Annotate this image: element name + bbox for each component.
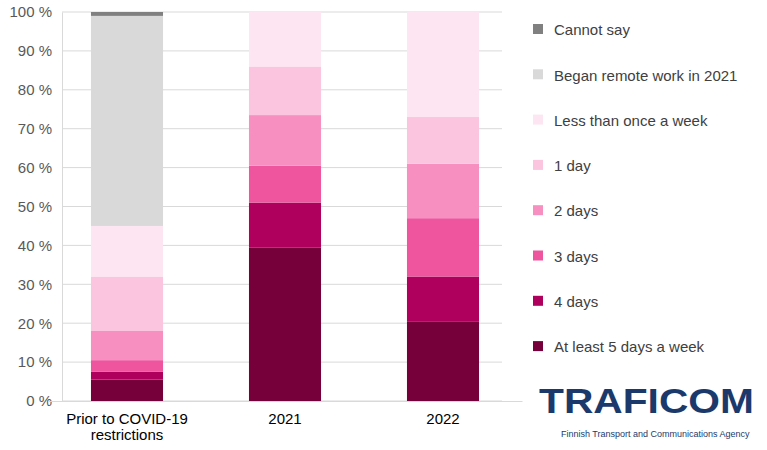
y-tick: 0 % (26, 392, 62, 409)
x-tick-label: 2021 (268, 410, 301, 427)
bar (407, 12, 479, 13)
bar (91, 277, 163, 331)
bar (407, 321, 479, 401)
legend-label: Began remote work in 2021 (554, 67, 737, 84)
legend-swatch (533, 160, 543, 170)
y-tick-label: 10 % (18, 353, 52, 370)
legend-label: 3 days (554, 248, 598, 265)
bar (91, 226, 163, 277)
bar (407, 218, 479, 276)
series (91, 203, 479, 380)
x-tick-label: 2022 (426, 410, 459, 427)
bar (91, 16, 163, 226)
bar (249, 66, 321, 115)
y-tick-label: 70 % (18, 120, 52, 137)
bar (407, 277, 479, 322)
bar (91, 360, 163, 372)
y-tick: 70 % (18, 120, 62, 137)
bars (91, 12, 479, 401)
legend-swatch (533, 341, 543, 351)
bar (91, 331, 163, 360)
legend-swatch (533, 205, 543, 215)
bar (249, 166, 321, 203)
legend-swatch (533, 251, 543, 261)
legend-label: Cannot say (554, 21, 630, 38)
bar (249, 12, 321, 66)
bar (249, 203, 321, 248)
bar (249, 247, 321, 401)
y-tick-label: 0 % (26, 392, 52, 409)
y-tick: 20 % (18, 315, 62, 332)
x-axis-line (49, 401, 523, 402)
logo: TRAFICOM Finnish Transport and Communicat… (539, 381, 754, 439)
legend-item: At least 5 days a week (533, 338, 705, 355)
x-tick: 2022 (426, 401, 459, 427)
legend-item: Less than once a week (533, 112, 708, 129)
logo-title: TRAFICOM (539, 381, 754, 420)
bar (407, 12, 479, 117)
y-tick-label: 20 % (18, 315, 52, 332)
y-axis: 0 % 10 % 20 % 30 % 40 % 50 % 60 % 70 % 80 % 90 % 1… (9, 3, 62, 409)
chart: 0 % 10 % 20 % 30 % 40 % 50 % 60 % 70 % 80 % 90 % 1… (0, 0, 767, 450)
series (91, 12, 479, 277)
legend-label: At least 5 days a week (554, 338, 705, 355)
bar (91, 380, 163, 401)
legend-item: 4 days (533, 293, 598, 310)
x-tick: 2021 (268, 401, 301, 427)
y-tick-label: 30 % (18, 276, 52, 293)
grid (62, 12, 502, 401)
legend-item: Began remote work in 2021 (533, 67, 737, 84)
y-tick: 50 % (18, 198, 62, 215)
y-tick: 100 % (9, 3, 62, 20)
series (91, 12, 163, 16)
legend: Cannot say Began remote work in 2021 Less … (533, 21, 737, 355)
legend-swatch (533, 296, 543, 306)
y-tick-label: 80 % (18, 81, 52, 98)
y-tick-label: 50 % (18, 198, 52, 215)
legend-swatch (533, 24, 543, 34)
legend-item: 2 days (533, 202, 598, 219)
y-tick-label: 90 % (18, 42, 52, 59)
legend-label: 2 days (554, 202, 598, 219)
legend-swatch (533, 115, 543, 125)
bar (91, 372, 163, 380)
bar (407, 164, 479, 218)
y-tick: 10 % (18, 353, 62, 370)
bar (407, 12, 479, 13)
bar (407, 117, 479, 164)
y-tick: 90 % (18, 42, 62, 59)
bar (91, 12, 163, 16)
bar (249, 115, 321, 166)
y-tick-label: 100 % (9, 3, 52, 20)
legend-item: Cannot say (533, 21, 630, 38)
legend-label: 4 days (554, 293, 598, 310)
x-axis: Prior to COVID-19restrictions 2021 2022 (49, 401, 523, 443)
legend-item: 3 days (533, 248, 598, 265)
y-tick-label: 60 % (18, 159, 52, 176)
bar (249, 12, 321, 13)
series (91, 16, 163, 226)
legend-item: 1 day (533, 157, 591, 174)
bar (249, 12, 321, 13)
y-tick: 40 % (18, 237, 62, 254)
x-tick: Prior to COVID-19restrictions (66, 401, 188, 443)
legend-label: 1 day (554, 157, 591, 174)
y-tick: 80 % (18, 81, 62, 98)
logo-subtitle: Finnish Transport and Communications Age… (561, 429, 750, 439)
y-tick: 60 % (18, 159, 62, 176)
y-tick: 30 % (18, 276, 62, 293)
x-tick-label: Prior to COVID-19restrictions (66, 410, 188, 444)
y-axis-line (62, 13, 63, 402)
legend-label: Less than once a week (554, 112, 708, 129)
legend-swatch (533, 69, 543, 79)
y-tick-label: 40 % (18, 237, 52, 254)
